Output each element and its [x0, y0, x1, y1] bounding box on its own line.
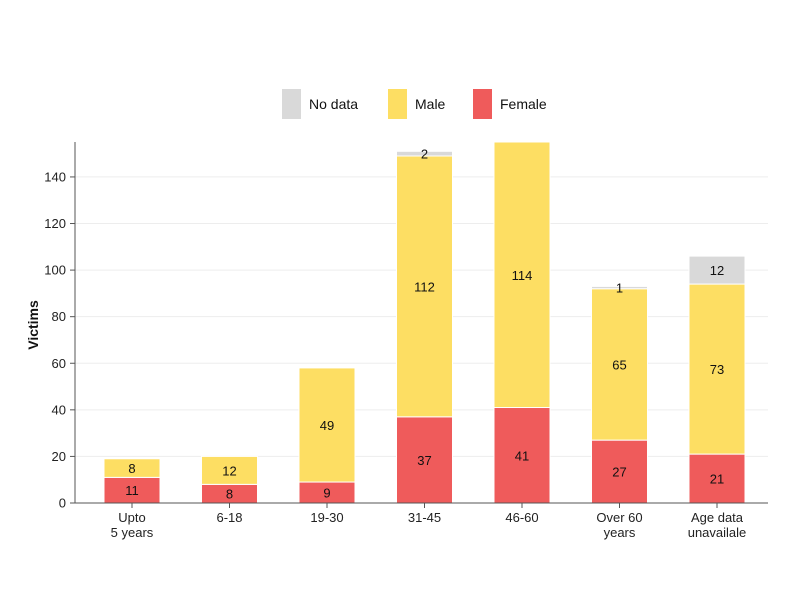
legend-label: Female: [500, 96, 547, 112]
y-tick-label: 80: [52, 309, 66, 324]
y-tick-label: 40: [52, 402, 66, 417]
x-tick-label: 19-30: [310, 510, 343, 525]
data-label: 9: [323, 486, 330, 501]
data-label: 8: [128, 461, 135, 476]
data-label: 1: [616, 281, 623, 296]
legend-label: No data: [309, 96, 358, 112]
data-label: 49: [320, 418, 334, 433]
y-tick-label: 100: [44, 263, 66, 278]
data-label: 2: [421, 147, 428, 162]
bar-segment-male: [591, 288, 648, 441]
data-label: 41: [515, 448, 529, 463]
bar-segment-male: [396, 155, 453, 418]
bar-segment-female: [591, 439, 648, 504]
x-tick-label: Upto 5 years: [111, 510, 154, 540]
bar-segment-female: [103, 476, 161, 504]
bar-segment-female: [688, 453, 746, 504]
data-label: 12: [222, 463, 236, 478]
bar-segment-male: [688, 283, 746, 455]
axes: 0 20 40 60 80 100 120 140 Upto 5 years 6-18 19-30 31…: [44, 142, 768, 540]
bars: 11 8 8 12 9 49 37 112 2 41 114 27 65 1 21 73 12: [103, 141, 746, 504]
y-tick-label: 140: [44, 169, 66, 184]
bar-segment-no-data: [396, 150, 453, 157]
y-tick-label: 60: [52, 356, 66, 371]
y-tick-label: 20: [52, 449, 66, 464]
legend-label: Male: [415, 96, 446, 112]
bar-segment-no-data: [688, 255, 746, 285]
bar-segment-female: [396, 416, 453, 504]
bar-segment-female: [493, 407, 551, 504]
bar-segment-male: [298, 367, 356, 483]
bar-segment-no-data: [591, 285, 648, 290]
x-tick-label: Age data unavailale: [688, 510, 747, 540]
data-label: 8: [226, 487, 233, 502]
x-tick-label: Over 60 years: [596, 510, 642, 540]
x-tick-label: 31-45: [408, 510, 441, 525]
data-label: 37: [417, 453, 431, 468]
data-label: 114: [512, 268, 533, 283]
bar-segment-male: [493, 141, 551, 409]
data-label: 65: [612, 357, 626, 372]
legend-swatch-female: [473, 89, 492, 119]
data-label: 12: [710, 263, 724, 278]
y-tick-label: 0: [59, 496, 66, 511]
legend-swatch-no-data: [282, 89, 301, 119]
data-label: 27: [612, 465, 626, 480]
x-tick-label: 6-18: [216, 510, 242, 525]
data-label: 112: [414, 279, 435, 294]
data-label: 73: [710, 362, 724, 377]
legend-swatch-male: [388, 89, 407, 119]
bar-segment-male: [201, 455, 258, 485]
data-label: 21: [710, 472, 724, 487]
x-tick-label: 46-60: [505, 510, 538, 525]
bar-segment-male: [103, 458, 161, 478]
legend: No data Male Female: [282, 89, 547, 119]
y-axis-title: Victims: [25, 300, 41, 350]
data-label: 11: [125, 483, 139, 498]
y-tick-label: 120: [44, 216, 66, 231]
